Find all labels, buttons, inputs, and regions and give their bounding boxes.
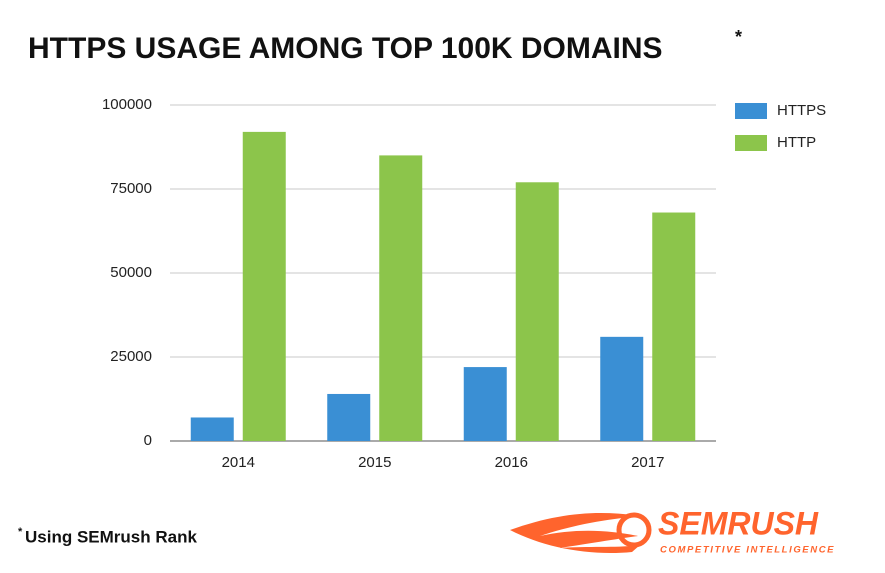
title-note: * xyxy=(735,27,742,47)
y-tick-label: 75000 xyxy=(110,180,152,197)
brand-logo: SEMRUSH COMPETITIVE INTELLIGENCE xyxy=(510,505,835,556)
footnote-mark: * xyxy=(18,526,23,538)
bar xyxy=(652,212,696,441)
bar xyxy=(515,182,559,441)
y-tick-label: 50000 xyxy=(110,264,152,281)
legend-swatch xyxy=(735,103,767,119)
y-tick-label: 0 xyxy=(144,432,152,449)
y-tick-label: 100000 xyxy=(102,96,152,113)
footnote: Using SEMrush Rank xyxy=(25,527,197,546)
bar xyxy=(327,393,371,441)
legend-label: HTTP xyxy=(777,134,816,151)
bar xyxy=(242,131,286,441)
bar xyxy=(463,367,507,441)
x-tick-label: 2016 xyxy=(495,454,528,471)
x-tick-label: 2014 xyxy=(222,454,255,471)
bar xyxy=(379,155,423,441)
x-tick-label: 2017 xyxy=(631,454,664,471)
bar xyxy=(600,336,644,441)
logo-flame xyxy=(510,512,640,554)
y-tick-label: 25000 xyxy=(110,348,152,365)
brand-tagline: COMPETITIVE INTELLIGENCE xyxy=(660,545,835,556)
legend-swatch xyxy=(735,135,767,151)
x-tick-label: 2015 xyxy=(358,454,391,471)
legend-label: HTTPS xyxy=(777,102,826,119)
logo-ring xyxy=(616,512,652,548)
bar xyxy=(190,417,234,441)
chart-title: HTTPS USAGE AMONG TOP 100K DOMAINS xyxy=(28,32,663,65)
brand-name: SEMRUSH xyxy=(658,505,819,541)
